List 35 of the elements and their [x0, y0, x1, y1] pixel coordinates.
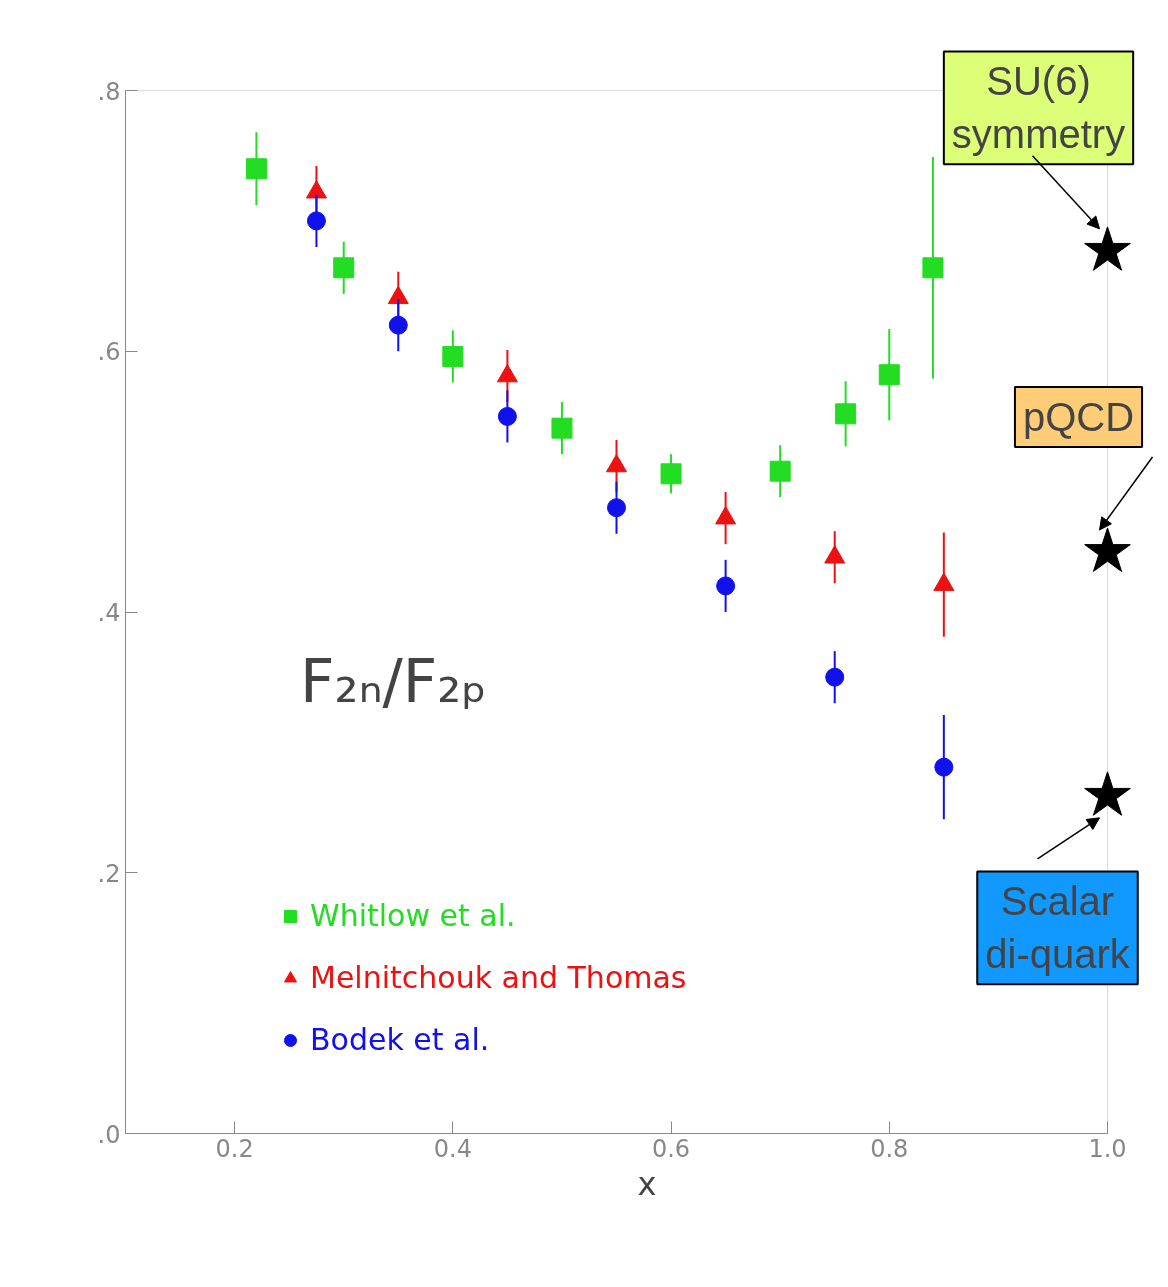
x-tick-label: 0.4: [433, 1134, 472, 1163]
point: [660, 463, 682, 485]
point: [497, 406, 517, 426]
point: [333, 257, 355, 279]
y-tick-label: .2: [97, 859, 121, 888]
point: [825, 667, 845, 687]
legend-label: Whitlow et al.: [310, 898, 516, 933]
point: [551, 417, 573, 439]
point: [245, 158, 267, 180]
annotation: F₂ₙ/F₂ₚ: [300, 646, 488, 717]
point: [835, 403, 857, 425]
point: [769, 460, 791, 482]
y-tick-label: .6: [97, 338, 121, 367]
point: [878, 364, 900, 386]
point: [922, 257, 944, 279]
y-tick-label: .0: [97, 1120, 121, 1149]
x-tick-label: 1.0: [1088, 1134, 1127, 1163]
annotation: pQCD: [1022, 395, 1135, 440]
point: [388, 315, 408, 335]
legend-label: Bodek et al.: [310, 1022, 490, 1057]
y-tick-label: .8: [97, 77, 121, 106]
x-tick-label: 0.2: [215, 1134, 254, 1163]
legend-label: Melnitchouk and Thomas: [310, 960, 687, 995]
x-axis-title: x: [637, 1164, 657, 1203]
point: [607, 498, 626, 518]
point: [442, 345, 464, 367]
y-tick-label: .4: [97, 599, 121, 627]
point: [934, 757, 954, 777]
annotation: SU(6) symmetry: [951, 59, 1126, 157]
point: [306, 211, 326, 231]
annotation: Scalar di-quark: [985, 879, 1131, 977]
point: [716, 576, 736, 596]
point: [1084, 771, 1131, 816]
x-tick-label: 0.6: [651, 1134, 691, 1163]
x-tick-label: 0.8: [870, 1134, 909, 1163]
